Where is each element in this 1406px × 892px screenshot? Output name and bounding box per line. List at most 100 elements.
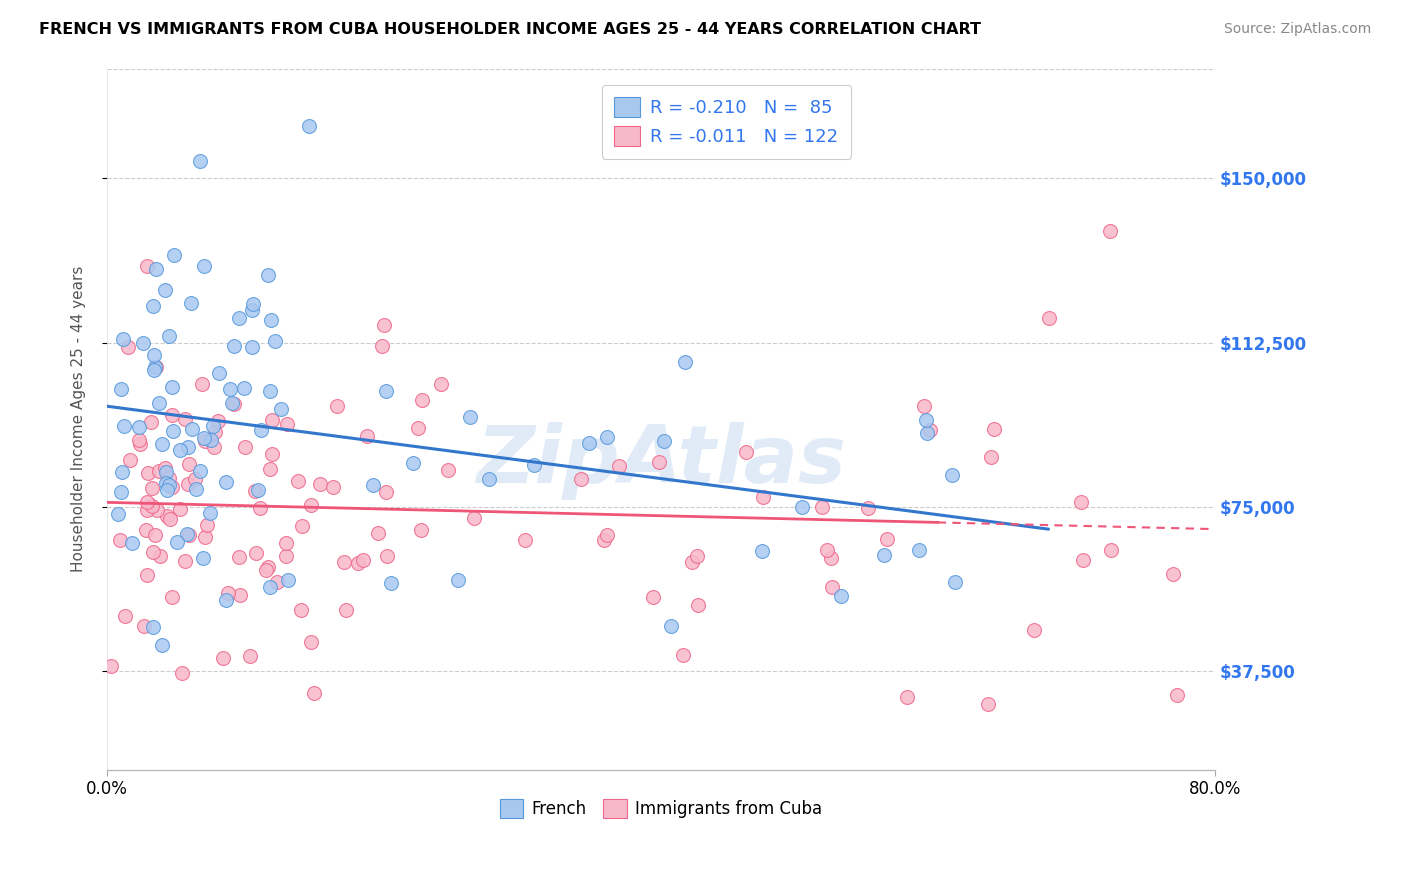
Point xyxy=(820,550,842,565)
Text: ZipAtlas: ZipAtlas xyxy=(475,422,846,500)
Point xyxy=(157,471,180,485)
Point xyxy=(108,533,131,548)
Point xyxy=(245,545,267,559)
Point xyxy=(291,519,314,533)
Point xyxy=(596,528,619,542)
Point xyxy=(259,580,281,594)
Point xyxy=(478,472,501,486)
Point xyxy=(458,410,481,425)
Point xyxy=(153,283,176,297)
Point xyxy=(111,332,134,346)
Point xyxy=(157,329,180,343)
Point xyxy=(648,455,671,469)
Point xyxy=(145,359,167,374)
Point xyxy=(195,517,218,532)
Point xyxy=(141,499,163,513)
Point xyxy=(274,549,297,564)
Point xyxy=(221,395,243,409)
Point xyxy=(249,423,271,437)
Point xyxy=(193,259,215,273)
Point xyxy=(287,475,309,489)
Point xyxy=(120,453,142,467)
Point xyxy=(150,638,173,652)
Point xyxy=(194,530,217,544)
Point xyxy=(135,259,157,273)
Point xyxy=(222,397,245,411)
Point xyxy=(326,399,349,413)
Point xyxy=(193,431,215,445)
Point xyxy=(409,523,432,537)
Point xyxy=(257,560,280,574)
Point xyxy=(217,586,239,600)
Point xyxy=(135,495,157,509)
Point xyxy=(180,422,202,436)
Point xyxy=(308,476,330,491)
Point xyxy=(259,384,281,398)
Point xyxy=(228,311,250,326)
Point xyxy=(222,339,245,353)
Point xyxy=(322,480,344,494)
Point xyxy=(229,588,252,602)
Point xyxy=(266,575,288,590)
Point xyxy=(162,425,184,439)
Point xyxy=(815,543,838,558)
Point xyxy=(239,648,262,663)
Point xyxy=(513,533,536,547)
Point xyxy=(150,437,173,451)
Point xyxy=(1166,688,1188,702)
Point xyxy=(593,533,616,548)
Point xyxy=(143,363,166,377)
Point xyxy=(228,549,250,564)
Point xyxy=(830,589,852,603)
Point xyxy=(447,574,470,588)
Point xyxy=(373,318,395,332)
Point xyxy=(920,423,942,437)
Point xyxy=(356,428,378,442)
Point xyxy=(240,340,263,354)
Point xyxy=(686,598,709,612)
Point xyxy=(155,476,177,491)
Point xyxy=(180,296,202,310)
Point xyxy=(352,553,374,567)
Point xyxy=(264,334,287,348)
Point xyxy=(983,422,1005,436)
Point xyxy=(298,119,321,133)
Point xyxy=(856,500,879,515)
Point xyxy=(184,472,207,486)
Point xyxy=(402,456,425,470)
Point xyxy=(569,472,592,486)
Point xyxy=(141,481,163,495)
Point xyxy=(245,484,267,499)
Point xyxy=(194,434,217,448)
Point xyxy=(1038,311,1060,326)
Point xyxy=(169,443,191,458)
Point xyxy=(254,563,277,577)
Point xyxy=(136,568,159,582)
Point xyxy=(107,507,129,521)
Point xyxy=(166,534,188,549)
Point xyxy=(163,248,186,262)
Point xyxy=(174,554,197,568)
Point xyxy=(160,409,183,423)
Point xyxy=(215,593,238,607)
Point xyxy=(437,463,460,477)
Point xyxy=(208,367,231,381)
Point xyxy=(463,511,485,525)
Point xyxy=(242,297,264,311)
Point xyxy=(375,549,398,564)
Y-axis label: Householder Income Ages 25 - 44 years: Householder Income Ages 25 - 44 years xyxy=(72,266,86,573)
Point xyxy=(129,437,152,451)
Text: Source: ZipAtlas.com: Source: ZipAtlas.com xyxy=(1223,22,1371,37)
Point xyxy=(134,619,156,633)
Point xyxy=(643,591,665,605)
Point xyxy=(157,478,180,492)
Point xyxy=(117,340,139,354)
Point xyxy=(179,528,201,542)
Point xyxy=(200,434,222,448)
Point xyxy=(204,441,226,455)
Point xyxy=(685,549,707,563)
Point xyxy=(132,335,155,350)
Point xyxy=(145,261,167,276)
Point xyxy=(156,509,179,524)
Point xyxy=(100,659,122,673)
